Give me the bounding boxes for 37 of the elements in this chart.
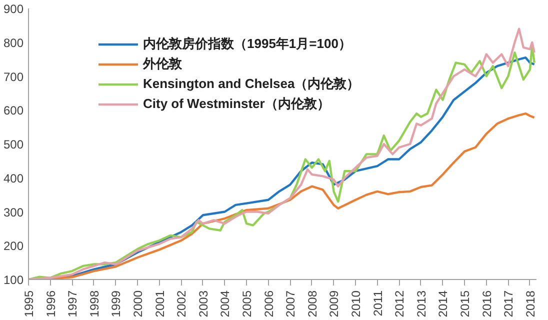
x-tick-label: 2007 [284,290,298,318]
x-tick-label: 2006 [262,290,276,318]
y-tick-label: 500 [3,138,24,152]
x-tick-label: 2000 [131,290,146,318]
x-tick-label: 2018 [523,290,538,318]
y-tick-label: 800 [3,36,24,50]
x-tick-label: 1995 [22,290,36,318]
y-tick-label: 700 [3,70,24,84]
y-tick-label: 900 [3,2,24,16]
x-tick-label: 1996 [44,290,58,318]
x-tick-label: 2009 [327,290,342,318]
x-tick-label: 1997 [66,290,80,318]
x-tick-label: 2016 [480,290,494,318]
x-tick-label: 2013 [414,290,428,318]
y-tick-label: 400 [3,171,24,186]
legend-label: Kensington and Chelsea（内伦敦） [143,75,360,93]
x-tick-label: 2011 [370,290,385,316]
y-tick-label: 200 [3,239,24,254]
x-tick-label: 2014 [436,290,450,318]
x-tick-label: 1999 [109,290,124,318]
x-tick-label: 2005 [240,290,254,318]
x-tick-label: 2002 [174,290,189,318]
x-tick-label: 2001 [152,290,167,318]
x-tick-label: 2010 [349,290,364,318]
x-tick-label: 2015 [458,290,472,318]
legend-label: 外伦敦 [143,55,182,73]
x-tick-label: 2017 [502,290,516,318]
legend-label: City of Westminster（内伦敦） [143,95,330,113]
legend-label: 内伦敦房价指数（1995年1月=100） [143,35,352,53]
x-tick-label: 2003 [196,290,210,318]
x-tick-label: 1998 [87,290,102,318]
y-tick-label: 300 [3,205,24,220]
x-tick-label: 2004 [218,290,232,318]
x-tick-label: 2008 [305,290,320,318]
y-tick-label: 100 [3,273,24,287]
x-tick-label: 2012 [392,290,407,318]
y-tick-label: 600 [3,104,24,118]
